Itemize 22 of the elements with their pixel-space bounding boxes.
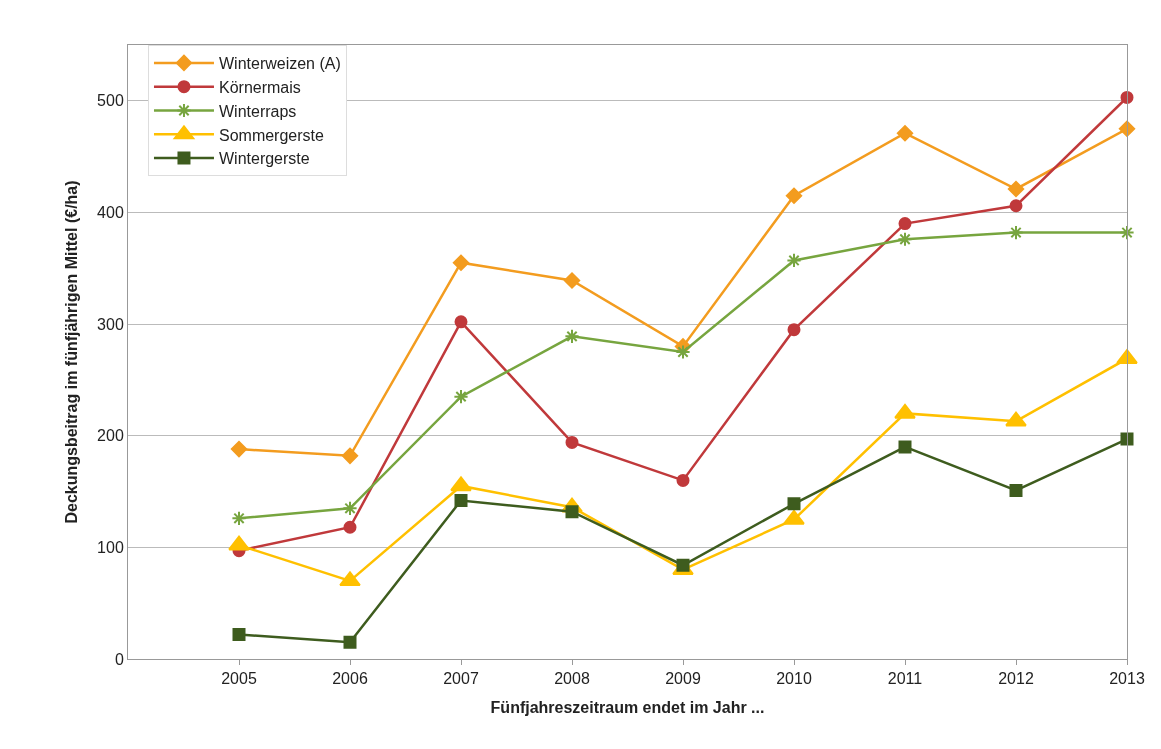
x-tick-label: 2010 xyxy=(776,670,812,688)
y-tick-label: 400 xyxy=(97,204,124,222)
legend-label: Wintergerste xyxy=(218,150,310,168)
y-tick-label: 300 xyxy=(97,315,124,333)
x-axis-title: Fünfjahreszeitraum endet im Jahr ... xyxy=(490,698,765,716)
x-tick-label: 2009 xyxy=(665,670,701,688)
x-tick-label: 2013 xyxy=(1109,670,1145,688)
y-axis-title: Deckungsbeitrag im fünfjährigen Mittel (€/ha) xyxy=(63,180,80,524)
x-tick-label: 2008 xyxy=(554,670,590,688)
legend-label: Winterweizen (A) xyxy=(218,55,341,73)
y-tick-label: 100 xyxy=(97,538,124,556)
x-tick-label: 2005 xyxy=(221,670,257,688)
x-tick-label: 2012 xyxy=(998,670,1034,688)
x-tick-label: 2007 xyxy=(443,670,479,688)
legend-label: Körnermais xyxy=(218,78,301,96)
legend-label: Sommergerste xyxy=(218,126,324,144)
legend-label: Winterraps xyxy=(218,102,297,120)
x-tick-label: 2006 xyxy=(332,670,368,688)
y-tick-label: 200 xyxy=(97,427,124,445)
x-tick-label: 2011 xyxy=(887,670,923,688)
y-tick-label: 500 xyxy=(97,92,124,110)
y-tick-label: 0 xyxy=(114,650,124,668)
